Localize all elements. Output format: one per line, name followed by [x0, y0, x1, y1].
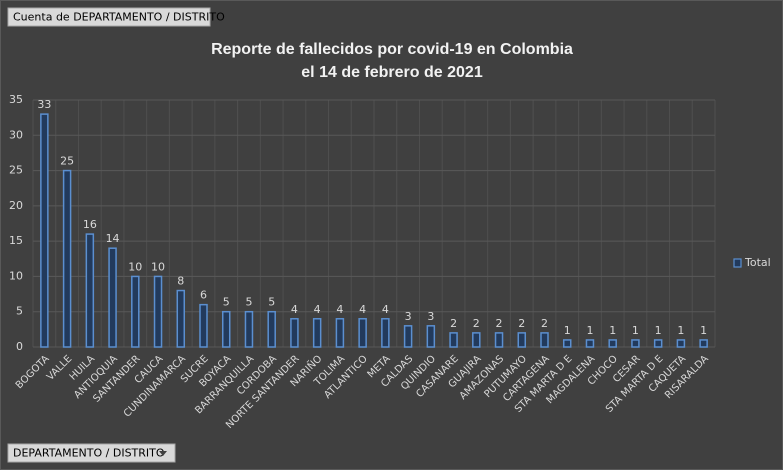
bar — [426, 325, 436, 348]
bar — [562, 339, 572, 348]
data-label: 8 — [177, 275, 184, 288]
dropdown-arrow — [159, 451, 167, 456]
data-label: 2 — [541, 317, 548, 330]
chart-subtitle: el 14 de febrero de 2021 — [301, 64, 483, 81]
data-label: 1 — [564, 324, 571, 337]
bar — [62, 169, 72, 348]
y-tick-label: 20 — [9, 199, 23, 212]
data-label: 4 — [336, 303, 343, 316]
bar — [221, 310, 231, 348]
data-label: 4 — [291, 303, 298, 316]
y-tick-label: 30 — [9, 128, 23, 141]
data-label: 1 — [700, 324, 707, 337]
bar — [267, 310, 276, 348]
data-label: 10 — [128, 260, 142, 273]
data-label: 1 — [609, 324, 616, 337]
axis-field-button[interactable] — [7, 443, 176, 463]
bar — [244, 310, 254, 348]
y-tick-label: 5 — [16, 305, 23, 318]
legend-label: Total — [744, 256, 771, 269]
bar — [631, 339, 640, 348]
bar — [381, 318, 390, 348]
bar — [131, 275, 140, 348]
data-label: 5 — [268, 296, 275, 309]
data-label: 5 — [245, 296, 252, 309]
data-label: 1 — [586, 324, 593, 337]
data-label: 10 — [151, 260, 165, 273]
data-label: 3 — [405, 310, 412, 323]
data-label: 2 — [450, 317, 457, 330]
chart-title: Reporte de fallecidos por covid-19 en Co… — [211, 41, 573, 58]
bar — [676, 339, 686, 348]
legend-swatch — [733, 258, 742, 268]
bar — [85, 233, 95, 348]
bar — [403, 325, 413, 348]
data-label: 2 — [473, 317, 480, 330]
bar — [176, 289, 186, 348]
data-label: 4 — [359, 303, 366, 316]
bar — [312, 318, 322, 348]
data-label: 1 — [632, 324, 639, 337]
bar — [199, 303, 208, 348]
data-label: 3 — [427, 310, 434, 323]
y-tick-label: 25 — [9, 164, 23, 177]
axis-field-button-label: DEPARTAMENTO / DISTRITO — [13, 447, 165, 460]
bar — [699, 339, 708, 348]
bar — [335, 318, 345, 348]
bar — [585, 339, 595, 348]
data-label: 1 — [655, 324, 662, 337]
field-button[interactable] — [7, 7, 211, 27]
field-button-label: Cuenta de DEPARTAMENTO / DISTRITO — [13, 11, 225, 24]
bar — [540, 332, 549, 348]
bar — [517, 332, 527, 348]
data-label: 25 — [60, 155, 74, 168]
bar — [608, 339, 617, 348]
y-tick-label: 35 — [9, 93, 23, 106]
bar — [494, 332, 504, 348]
bar — [358, 318, 367, 348]
bar — [449, 332, 458, 348]
data-label: 2 — [518, 317, 525, 330]
data-label: 2 — [496, 317, 503, 330]
y-tick-label: 0 — [16, 340, 23, 353]
data-label: 5 — [223, 296, 230, 309]
bar — [153, 275, 163, 348]
bar — [472, 332, 481, 348]
data-label: 33 — [37, 98, 51, 111]
bar — [108, 247, 117, 348]
data-label: 14 — [106, 232, 120, 245]
bar — [290, 318, 299, 348]
bar — [653, 339, 663, 348]
data-label: 6 — [200, 289, 207, 302]
bar — [40, 113, 49, 348]
y-tick-label: 10 — [9, 269, 23, 282]
y-tick-label: 15 — [9, 234, 23, 247]
data-label: 16 — [83, 218, 97, 231]
data-label: 4 — [382, 303, 389, 316]
data-label: 4 — [314, 303, 321, 316]
data-label: 1 — [677, 324, 684, 337]
